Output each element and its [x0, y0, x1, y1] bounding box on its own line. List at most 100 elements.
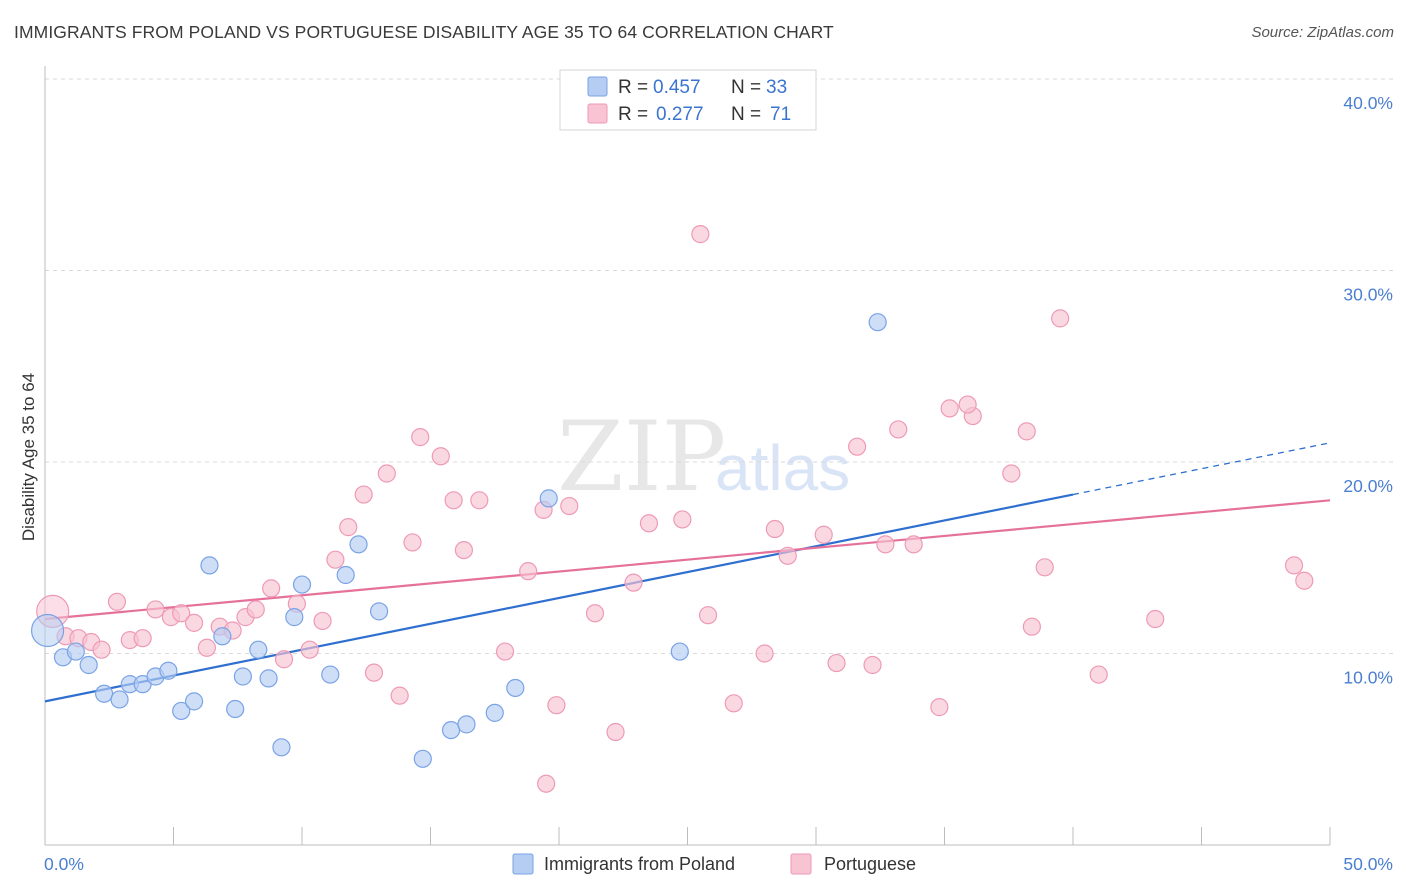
- legend-swatch-poland: [587, 76, 608, 97]
- point-poland: [200, 556, 219, 575]
- point-poland: [249, 640, 268, 659]
- point-portuguese: [300, 640, 319, 659]
- trend-lines: [44, 442, 1331, 703]
- point-portuguese: [698, 606, 718, 625]
- point-portuguese: [755, 644, 774, 663]
- legend-n-label-portuguese: N =: [731, 104, 761, 125]
- point-portuguese: [1051, 309, 1070, 328]
- point-portuguese: [547, 696, 566, 715]
- data-points: [30, 225, 1314, 793]
- y-axis-label: Disability Age 35 to 64: [19, 373, 38, 541]
- point-portuguese: [1022, 617, 1041, 636]
- point-portuguese: [876, 535, 895, 554]
- legend-r-label-portuguese: R =: [618, 104, 648, 125]
- point-poland: [485, 703, 504, 722]
- x-tick-label-max: 50.0%: [1343, 854, 1393, 874]
- point-portuguese: [827, 653, 846, 673]
- point-poland: [413, 749, 432, 768]
- point-portuguese: [411, 428, 430, 447]
- point-poland: [95, 684, 114, 703]
- point-portuguese: [560, 496, 579, 516]
- chart-source: Source: ZipAtlas.com: [1251, 24, 1394, 41]
- point-portuguese: [537, 774, 556, 793]
- point-poland: [226, 699, 245, 719]
- legend-swatch-portuguese: [587, 103, 608, 124]
- point-poland: [110, 690, 129, 709]
- point-portuguese: [364, 663, 384, 682]
- point-portuguese: [814, 525, 833, 544]
- point-poland: [172, 701, 191, 721]
- point-portuguese: [133, 629, 152, 648]
- point-poland: [370, 602, 389, 621]
- point-portuguese: [889, 420, 908, 439]
- gridlines: [45, 78, 1393, 654]
- point-poland: [670, 642, 689, 661]
- watermark-atlas: atlas: [715, 432, 850, 504]
- legend-r-value-portuguese: 0.277: [656, 104, 704, 125]
- trend-line-poland: [44, 493, 1074, 703]
- point-portuguese: [339, 518, 358, 537]
- point-poland: [259, 669, 278, 688]
- tick-labels: 10.0% 20.0% 30.0% 40.0%: [1343, 93, 1393, 688]
- point-portuguese: [904, 535, 923, 554]
- legend-n-label-poland: N =: [731, 77, 761, 98]
- point-poland: [292, 575, 312, 594]
- point-portuguese: [184, 613, 204, 632]
- point-portuguese: [724, 694, 743, 713]
- point-poland: [349, 535, 368, 554]
- point-portuguese: [274, 650, 294, 669]
- axes: [44, 66, 1331, 846]
- point-poland: [272, 738, 291, 757]
- point-portuguese: [673, 510, 692, 529]
- point-portuguese: [495, 642, 515, 661]
- legend-n-value-poland: 33: [766, 77, 787, 98]
- point-portuguese: [262, 579, 281, 598]
- point-portuguese: [431, 447, 450, 466]
- point-portuguese: [940, 399, 959, 418]
- point-portuguese: [765, 519, 784, 539]
- point-poland: [539, 489, 558, 508]
- legend-r-value-poland: 0.457: [653, 77, 701, 98]
- point-portuguese: [197, 638, 217, 657]
- point-portuguese: [1035, 558, 1054, 577]
- point-poland: [66, 642, 85, 661]
- y-tick-label: 10.0%: [1343, 668, 1393, 688]
- point-portuguese: [1284, 556, 1304, 575]
- point-portuguese: [691, 225, 710, 244]
- point-poland: [336, 565, 355, 585]
- y-tick-label: 30.0%: [1343, 285, 1393, 305]
- watermark-zip: ZIP: [557, 401, 726, 513]
- point-portuguese: [848, 437, 867, 456]
- point-portuguese: [470, 491, 489, 510]
- point-portuguese: [606, 722, 625, 742]
- legend-n-value-portuguese: 71: [770, 104, 791, 125]
- chart-title: IMMIGRANTS FROM POLAND VS PORTUGUESE DIS…: [14, 22, 834, 42]
- bottom-legend-label-portuguese: Portuguese: [824, 854, 916, 874]
- point-poland: [868, 313, 887, 332]
- trend-line-poland-extension: [1072, 442, 1331, 496]
- point-poland: [159, 661, 178, 680]
- y-tick-label: 20.0%: [1343, 476, 1393, 496]
- point-portuguese: [958, 395, 977, 414]
- point-portuguese: [107, 592, 127, 611]
- point-portuguese: [778, 546, 797, 565]
- y-tick-label: 40.0%: [1343, 93, 1393, 113]
- point-portuguese: [172, 604, 191, 623]
- point-portuguese: [1017, 422, 1036, 441]
- point-portuguese: [444, 491, 463, 510]
- point-portuguese: [313, 611, 332, 631]
- point-portuguese: [246, 600, 265, 619]
- point-poland: [30, 613, 65, 648]
- point-portuguese: [624, 573, 643, 592]
- trend-line-portuguese: [44, 499, 1331, 621]
- bottom-legend-label-poland: Immigrants from Poland: [544, 854, 735, 874]
- point-poland: [441, 720, 461, 740]
- point-portuguese: [930, 698, 949, 717]
- point-poland: [184, 692, 204, 711]
- point-portuguese: [863, 655, 882, 675]
- point-poland: [285, 608, 304, 627]
- point-portuguese: [639, 514, 659, 533]
- point-portuguese: [390, 686, 409, 705]
- point-poland: [79, 655, 98, 675]
